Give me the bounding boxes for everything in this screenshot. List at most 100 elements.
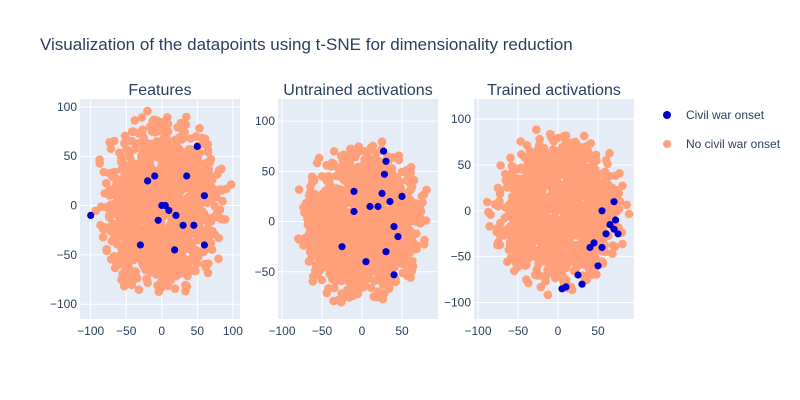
chart-title: Visualization of the datapoints using t-… [40, 35, 573, 54]
legend[interactable]: Civil war onset No civil war onset [663, 108, 781, 151]
point-no-civil-war [120, 281, 129, 291]
point-no-civil-war [102, 246, 112, 256]
point-no-civil-war [163, 113, 172, 122]
point-no-civil-war [154, 267, 164, 276]
point-no-civil-war [591, 151, 600, 161]
point-no-civil-war [182, 163, 192, 173]
point-no-civil-war [354, 142, 364, 151]
point-no-civil-war [603, 159, 612, 169]
point-no-civil-war [95, 155, 104, 164]
point-no-civil-war [307, 178, 317, 187]
point-no-civil-war [191, 132, 201, 141]
point-no-civil-war [602, 190, 612, 199]
y-tick-label: −100 [444, 296, 471, 310]
point-no-civil-war [178, 252, 187, 261]
point-no-civil-war [575, 199, 585, 209]
point-no-civil-war [346, 154, 355, 164]
point-no-civil-war [544, 263, 554, 272]
point-no-civil-war [567, 164, 576, 173]
point-no-civil-war [501, 169, 510, 179]
point-no-civil-war [356, 248, 365, 258]
point-no-civil-war [201, 168, 210, 178]
point-civil-war [350, 207, 358, 216]
point-no-civil-war [535, 271, 544, 280]
y-tick-label: 0 [268, 215, 275, 229]
point-civil-war [606, 221, 614, 229]
point-no-civil-war [114, 204, 124, 213]
point-no-civil-war [330, 185, 340, 195]
point-no-civil-war [98, 232, 108, 242]
point-no-civil-war [374, 271, 383, 281]
x-tick-label: −50 [508, 324, 529, 338]
point-no-civil-war [143, 195, 153, 205]
point-civil-war [136, 241, 144, 249]
y-tick-label: 50 [262, 164, 276, 178]
point-no-civil-war [362, 265, 372, 275]
point-no-civil-war [339, 150, 349, 159]
point-civil-war [158, 201, 166, 210]
point-no-civil-war [117, 165, 126, 174]
subplot-title: Features [128, 82, 191, 99]
point-no-civil-war [137, 113, 147, 122]
point-no-civil-war [342, 264, 351, 274]
point-no-civil-war [109, 251, 119, 261]
point-no-civil-war [569, 224, 579, 233]
point-no-civil-war [301, 198, 311, 208]
point-no-civil-war [516, 137, 525, 146]
point-no-civil-war [534, 259, 543, 269]
point-no-civil-war [390, 256, 399, 266]
point-no-civil-war [367, 240, 377, 250]
point-no-civil-war [582, 217, 592, 227]
point-no-civil-war [214, 254, 223, 263]
legend-item[interactable]: No civil war onset [663, 137, 781, 151]
point-no-civil-war [336, 232, 345, 241]
point-no-civil-war [553, 172, 563, 181]
point-no-civil-war [570, 154, 579, 163]
x-tick-label: 0 [158, 324, 165, 338]
y-tick-label: 50 [458, 158, 472, 172]
point-no-civil-war [115, 148, 124, 157]
point-civil-war [594, 262, 602, 270]
point-no-civil-war [181, 280, 190, 290]
point-no-civil-war [124, 264, 134, 273]
point-no-civil-war [572, 256, 582, 265]
point-no-civil-war [186, 145, 195, 154]
point-civil-war [183, 172, 191, 180]
point-no-civil-war [366, 187, 376, 197]
point-no-civil-war [322, 288, 332, 298]
point-no-civil-war [505, 240, 515, 249]
point-no-civil-war [363, 272, 373, 282]
point-civil-war [612, 216, 620, 224]
point-no-civil-war [130, 116, 140, 125]
point-no-civil-war [192, 188, 201, 198]
point-no-civil-war [582, 181, 592, 190]
point-no-civil-war [572, 263, 581, 272]
point-no-civil-war [532, 125, 541, 134]
point-no-civil-war [506, 253, 516, 262]
point-civil-war [190, 221, 198, 229]
point-civil-war [366, 202, 374, 211]
point-no-civil-war [163, 127, 173, 136]
point-civil-war [350, 187, 358, 195]
subplots: Features−100 −50 0 50 100−100−50050100Untrai… [50, 82, 634, 338]
legend-item[interactable]: Civil war onset [663, 108, 765, 122]
point-no-civil-war [151, 143, 160, 152]
point-no-civil-war [175, 163, 184, 173]
point-no-civil-war [186, 194, 195, 204]
point-no-civil-war [335, 253, 345, 263]
point-no-civil-war [143, 139, 153, 148]
point-no-civil-war [335, 206, 344, 215]
point-no-civil-war [295, 235, 304, 244]
point-no-civil-war [513, 262, 523, 272]
point-no-civil-war [524, 179, 533, 189]
point-no-civil-war [326, 244, 335, 253]
point-no-civil-war [363, 213, 372, 223]
point-no-civil-war [214, 233, 223, 243]
point-no-civil-war [571, 191, 580, 201]
point-civil-war [598, 243, 606, 252]
point-no-civil-war [556, 239, 566, 249]
point-no-civil-war [329, 147, 339, 156]
point-no-civil-war [167, 157, 177, 166]
point-civil-war [87, 211, 95, 219]
x-tick-label: 0 [555, 324, 562, 338]
